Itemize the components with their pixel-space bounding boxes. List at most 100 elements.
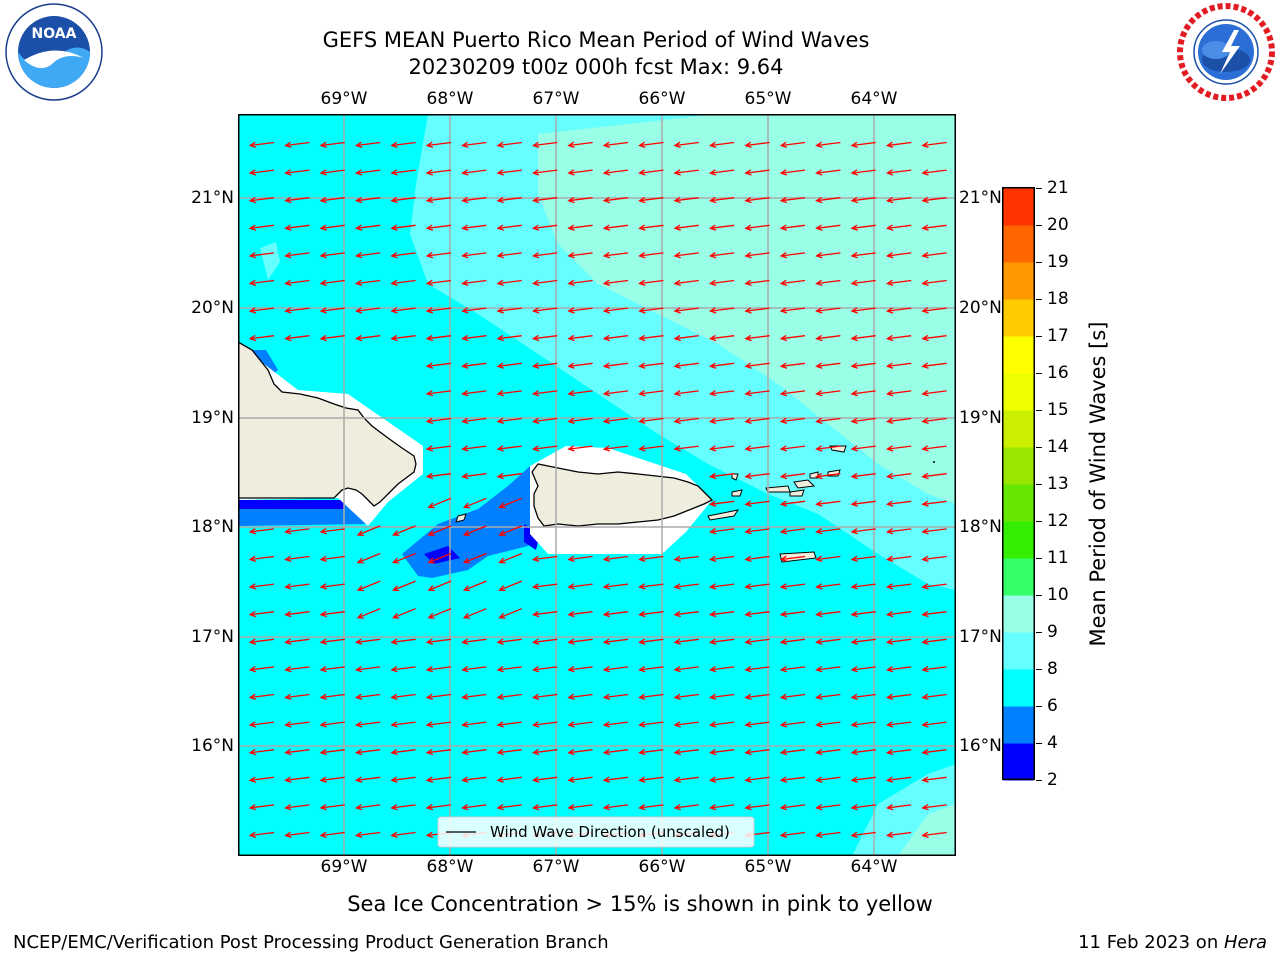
wind-arrow — [461, 748, 487, 756]
wind-arrow — [850, 804, 876, 811]
wind-arrow — [779, 555, 806, 563]
wind-arrow — [602, 583, 629, 590]
lon-label-bottom-65w: 65°W — [744, 857, 792, 877]
wind-arrow — [390, 279, 416, 287]
wind-arrow — [531, 804, 558, 811]
wind-arrow — [354, 776, 381, 783]
wind-arrow — [461, 334, 487, 342]
wind-arrow — [248, 555, 275, 563]
wind-arrow — [319, 831, 345, 839]
wind-arrow — [496, 472, 522, 480]
colorbar-cell — [1003, 373, 1034, 411]
wind-arrow — [496, 390, 522, 397]
wind-arrow — [921, 472, 947, 480]
wind-arrow — [496, 721, 522, 728]
wind-arrow — [921, 804, 947, 811]
wind-arrow — [567, 445, 593, 452]
wind-arrow — [498, 525, 523, 536]
wind-arrow — [673, 334, 699, 342]
wind-arrow — [284, 224, 310, 231]
wind-arrow — [779, 307, 806, 314]
lat-label-left-21n: 21°N — [191, 188, 234, 208]
wind-arrow — [284, 721, 310, 728]
wind-arrow — [885, 666, 912, 673]
wind-arrow — [248, 334, 275, 342]
wind-arrow — [815, 831, 841, 839]
wind-arrow — [708, 334, 735, 342]
ocean-band-2-4-pr — [524, 524, 540, 550]
wind-arrow — [531, 334, 558, 342]
wind-arrow — [638, 196, 664, 204]
wind-arrow — [567, 804, 593, 811]
wind-arrow — [567, 307, 593, 314]
wind-arrow — [461, 307, 487, 314]
wind-arrow — [602, 307, 629, 314]
wind-arrow — [744, 610, 770, 618]
wind-arrow — [815, 693, 841, 701]
wind-arrow — [461, 141, 487, 149]
wind-arrow — [531, 721, 558, 728]
wind-arrow — [708, 279, 735, 287]
wind-arrow — [461, 804, 487, 811]
wind-arrow — [850, 307, 876, 314]
wind-arrow — [744, 528, 770, 535]
wind-arrow — [462, 580, 487, 592]
wind-arrow — [885, 390, 912, 397]
wind-arrow — [319, 334, 345, 342]
wind-arrow — [462, 497, 487, 509]
wind-arrow — [567, 555, 593, 563]
wind-arrow — [425, 666, 452, 673]
wind-arrow — [602, 693, 629, 701]
wind-arrow — [319, 693, 345, 701]
wind-arrow — [673, 279, 699, 287]
wind-arrow — [531, 417, 558, 425]
wind-arrow — [885, 252, 912, 259]
wind-arrow — [885, 831, 912, 839]
wind-arrow — [319, 555, 345, 563]
wind-arrow — [779, 196, 806, 204]
wind-arrow — [602, 445, 629, 452]
wind-arrow — [284, 831, 310, 839]
colorbar-tick-mark — [1036, 557, 1042, 559]
wind-arrow — [354, 831, 381, 839]
colorbar-tick-label: 4 — [1047, 733, 1058, 753]
nws-logo — [1176, 2, 1276, 102]
wind-arrow — [779, 583, 806, 590]
wind-arrow — [248, 141, 275, 149]
wind-arrow — [708, 252, 735, 259]
wind-arrow — [815, 141, 841, 149]
wind-arrow — [390, 666, 416, 673]
wind-arrow — [425, 169, 452, 176]
island-vieques — [707, 509, 740, 521]
wind-arrow — [638, 445, 664, 452]
wind-arrow — [921, 555, 947, 563]
wind-arrow — [885, 500, 912, 507]
wind-arrow — [850, 141, 876, 149]
wind-arrow — [708, 666, 735, 673]
wind-arrow — [248, 279, 275, 287]
footer-credit: NCEP/EMC/Verification Post Processing Pr… — [13, 932, 609, 953]
wind-arrow — [885, 445, 912, 452]
wind-arrow — [461, 390, 487, 397]
wind-arrow — [744, 252, 770, 259]
wind-arrow — [638, 776, 664, 783]
wind-arrow — [461, 693, 487, 701]
wind-arrow — [921, 638, 947, 645]
wind-arrow — [602, 279, 629, 287]
wind-arrow — [354, 252, 381, 259]
wind-arrow — [885, 279, 912, 287]
wind-arrow — [673, 390, 699, 397]
wind-arrow — [567, 776, 593, 783]
wind-arrow — [815, 196, 841, 204]
colorbar-tick-mark — [1036, 261, 1042, 263]
land-puerto-rico — [531, 463, 714, 527]
lon-label-bottom-66w: 66°W — [638, 857, 686, 877]
wind-arrow — [319, 804, 345, 811]
wind-arrow — [708, 196, 735, 204]
wind-arrow — [921, 693, 947, 701]
wind-arrow — [921, 141, 947, 149]
wind-arrow — [708, 224, 735, 231]
wind-arrow — [744, 224, 770, 231]
wind-arrow — [284, 169, 310, 176]
wind-arrow — [602, 196, 629, 204]
